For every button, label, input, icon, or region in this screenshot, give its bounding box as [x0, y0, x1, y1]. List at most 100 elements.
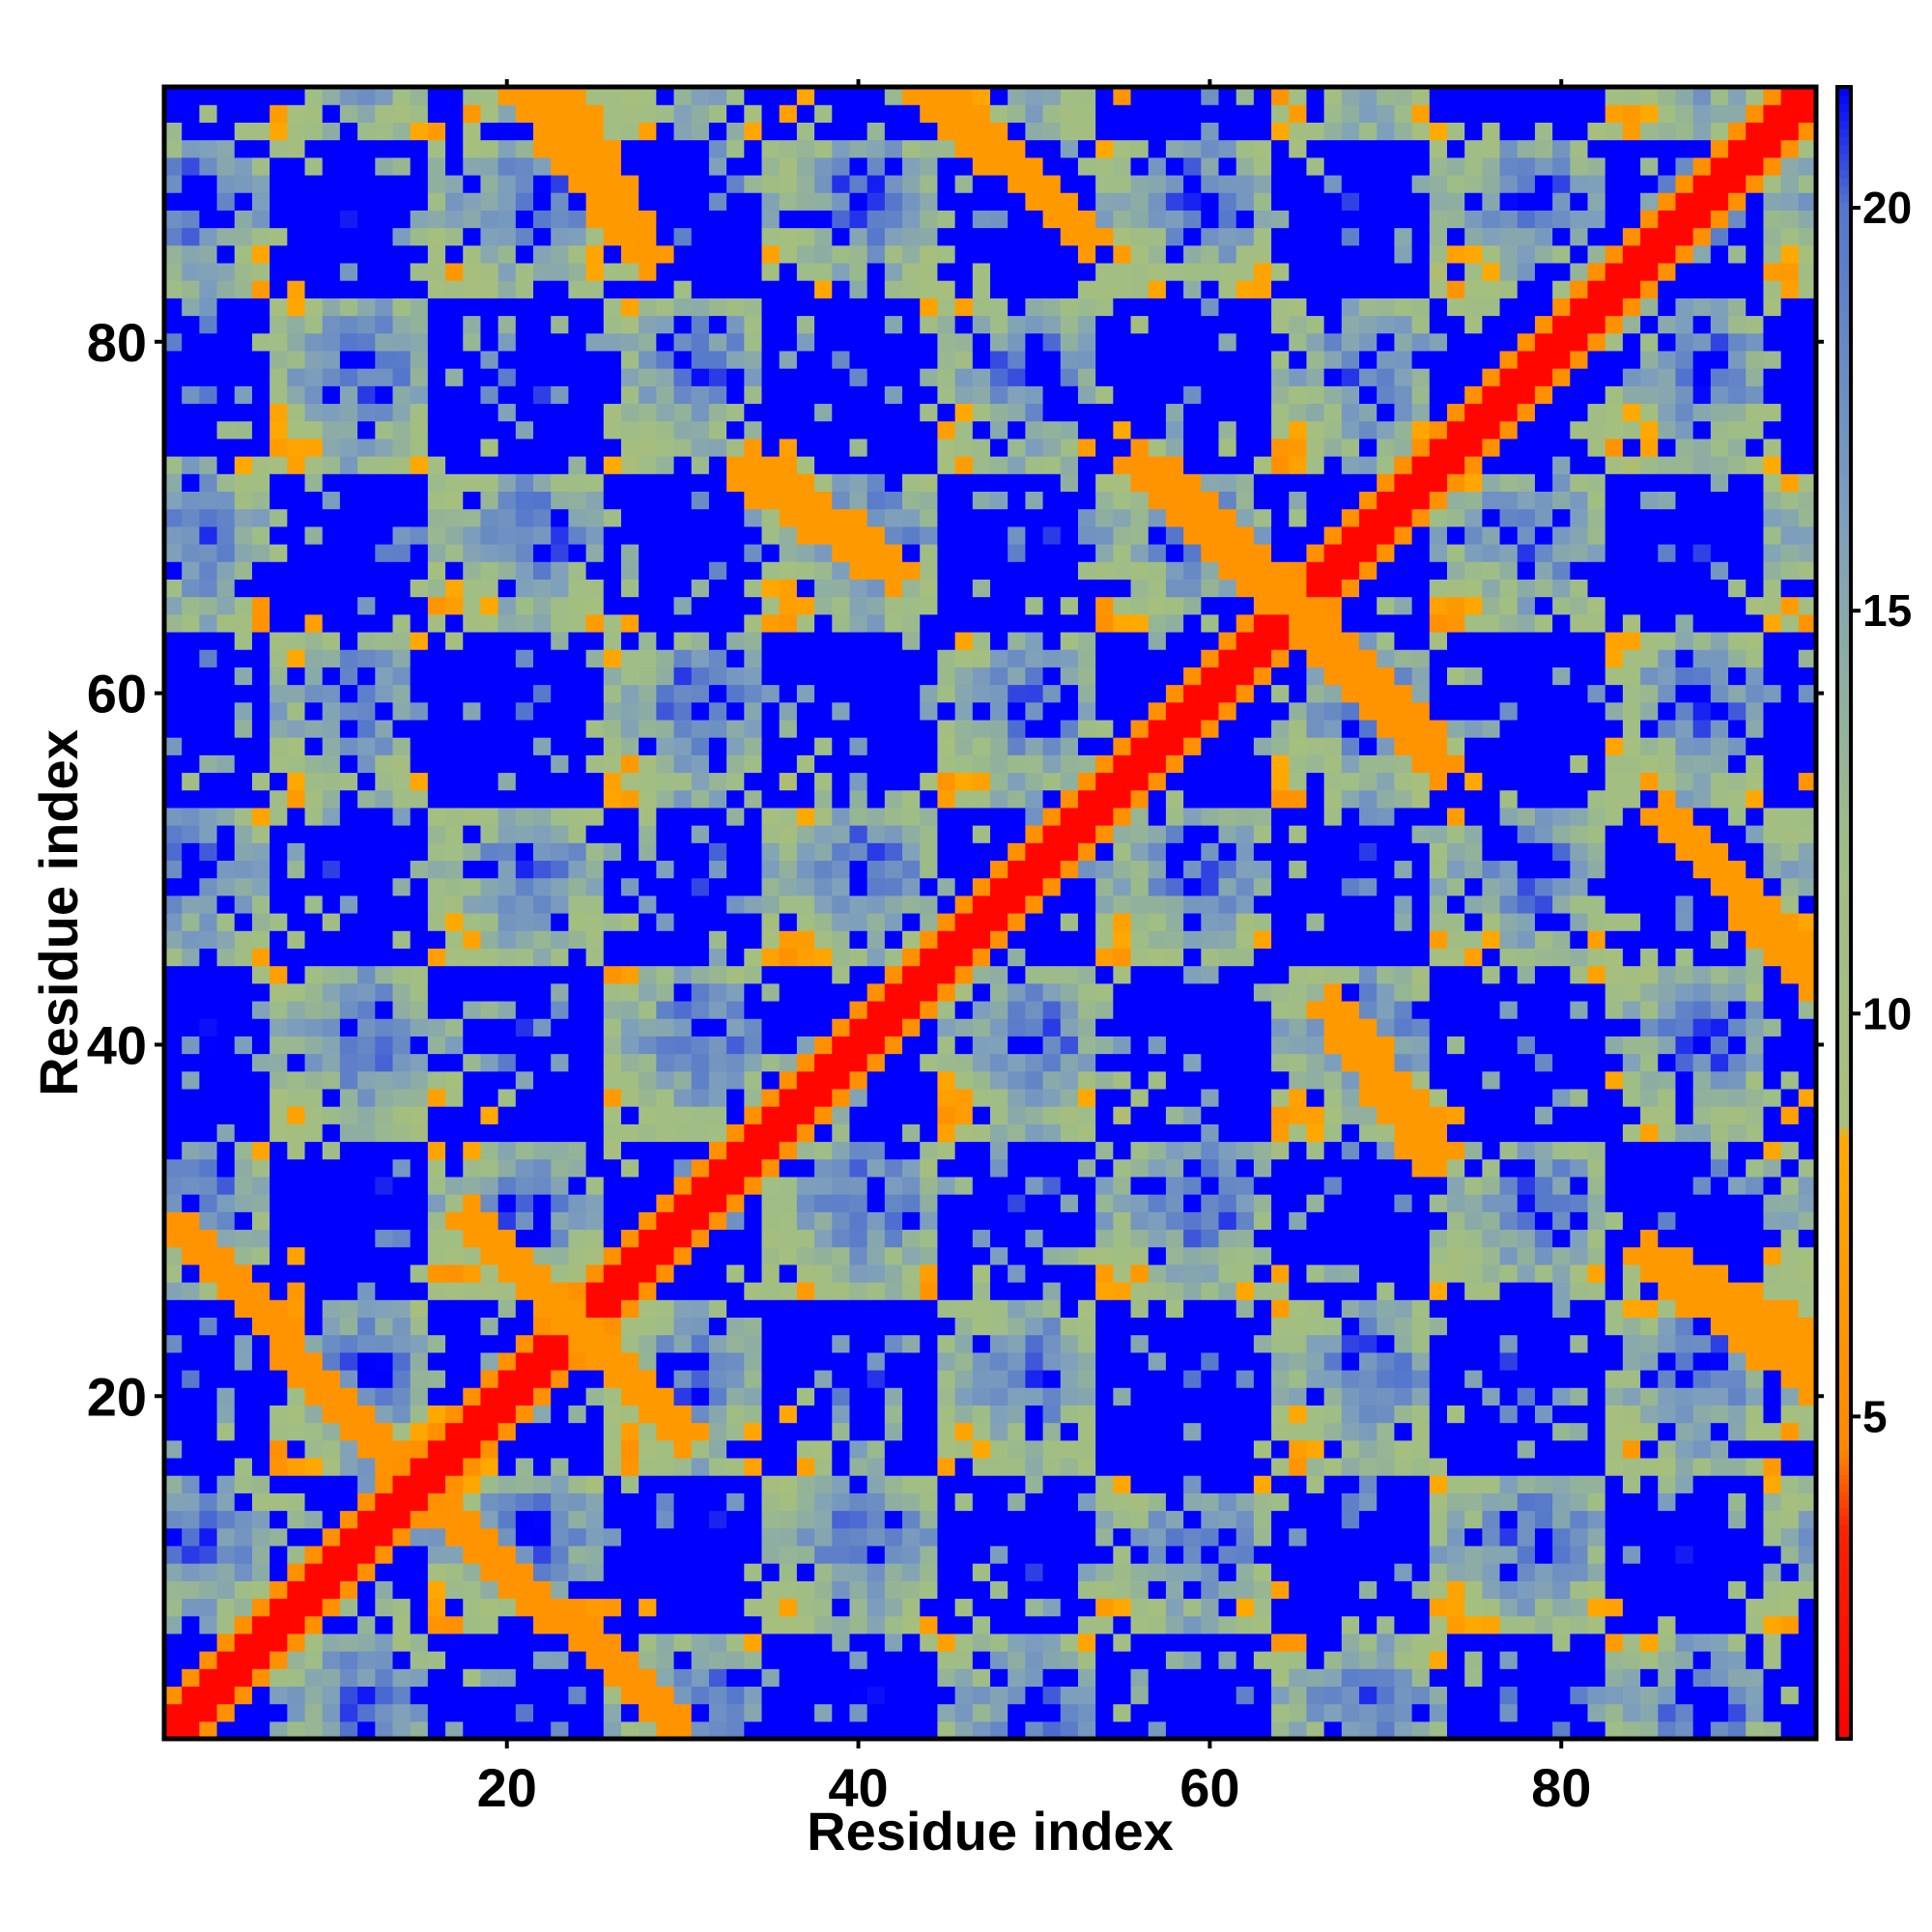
heatmap-cell	[533, 1123, 552, 1143]
heatmap-cell	[744, 1088, 763, 1107]
heatmap-cell	[410, 526, 429, 545]
heatmap-cell	[427, 262, 446, 281]
heatmap-cell	[533, 1510, 552, 1529]
heatmap-cell	[551, 965, 569, 984]
heatmap-cell	[726, 192, 745, 211]
heatmap-cell	[726, 174, 745, 193]
heatmap-cell	[392, 807, 412, 826]
heatmap-cell	[164, 1580, 183, 1600]
heatmap-cell	[287, 877, 306, 896]
heatmap-cell	[726, 895, 745, 914]
heatmap-cell	[884, 1176, 903, 1195]
heatmap-cell	[620, 210, 639, 229]
heatmap-cell	[884, 561, 903, 580]
heatmap-cell	[375, 1475, 394, 1493]
heatmap-cell	[339, 1686, 358, 1705]
heatmap-cell	[639, 1299, 657, 1318]
heatmap-cell	[1008, 1475, 1026, 1493]
heatmap-cell	[990, 1668, 1009, 1688]
heatmap-cell	[920, 982, 939, 1002]
heatmap-cell	[216, 1229, 236, 1248]
heatmap-cell	[1042, 613, 1062, 633]
heatmap-cell	[814, 737, 833, 755]
heatmap-cell	[515, 122, 534, 141]
heatmap-cell	[445, 1720, 464, 1740]
heatmap-cell	[445, 631, 464, 650]
heatmap-cell	[814, 1405, 833, 1424]
heatmap-cell	[234, 1088, 253, 1107]
heatmap-cell	[515, 1457, 534, 1476]
heatmap-cell	[1025, 298, 1044, 317]
heatmap-cell	[708, 1282, 727, 1300]
heatmap-cell	[1042, 104, 1062, 123]
heatmap-cell	[234, 631, 253, 650]
heatmap-cell	[814, 930, 833, 949]
heatmap-cell	[761, 754, 781, 774]
heatmap-cell	[585, 87, 605, 105]
heatmap-cell	[779, 737, 798, 755]
heatmap-cell	[304, 1703, 324, 1722]
heatmap-cell	[304, 825, 324, 843]
heatmap-cell	[1042, 1282, 1062, 1300]
heatmap-cell	[533, 737, 552, 755]
heatmap-cell	[568, 1036, 587, 1055]
heatmap-cell	[902, 982, 921, 1002]
heatmap-cell	[902, 860, 921, 879]
heatmap-cell	[357, 930, 376, 949]
heatmap-cell	[656, 1439, 675, 1459]
heatmap-cell	[251, 982, 270, 1002]
heatmap-cell	[463, 1387, 482, 1406]
heatmap-cell	[656, 420, 675, 440]
heatmap-cell	[234, 1580, 253, 1600]
heatmap-cell	[515, 1070, 534, 1090]
heatmap-cell	[708, 1651, 727, 1669]
heatmap-cell	[761, 262, 781, 281]
heatmap-cell	[1025, 1387, 1044, 1406]
heatmap-cell	[691, 1018, 710, 1037]
heatmap-cell	[779, 631, 798, 650]
heatmap-cell	[972, 772, 991, 791]
heatmap-cell	[357, 1422, 376, 1441]
heatmap-cell	[867, 772, 886, 791]
heatmap-cell	[603, 754, 622, 774]
heatmap-cell	[814, 561, 833, 580]
heatmap-cell	[164, 737, 183, 755]
heatmap-cell	[463, 1088, 482, 1107]
heatmap-cell	[1008, 1036, 1026, 1055]
heatmap-cell	[761, 930, 781, 949]
heatmap-cell	[849, 789, 868, 809]
heatmap-cell	[1077, 948, 1096, 967]
heatmap-cell	[603, 315, 622, 334]
heatmap-cell	[287, 192, 306, 211]
heatmap-cell	[761, 192, 781, 211]
heatmap-cell	[427, 87, 446, 105]
heatmap-cell	[902, 192, 921, 211]
heatmap-cell	[954, 174, 974, 193]
heatmap-cell	[920, 807, 939, 826]
heatmap-cell	[585, 456, 605, 474]
heatmap-cell	[832, 1070, 851, 1090]
heatmap-cell	[761, 860, 781, 879]
heatmap-cell	[673, 1282, 693, 1300]
heatmap-cell	[199, 754, 218, 774]
heatmap-cell	[603, 965, 622, 984]
heatmap-cell	[954, 438, 974, 457]
heatmap-cell	[849, 807, 868, 826]
heatmap-cell	[849, 227, 868, 246]
heatmap-cell	[814, 1123, 833, 1143]
heatmap-cell	[533, 543, 552, 562]
heatmap-cell	[1077, 1422, 1096, 1441]
heatmap-cell	[814, 719, 833, 738]
heatmap-cell	[902, 877, 921, 896]
heatmap-cell	[796, 1246, 815, 1265]
heatmap-cell	[304, 1194, 324, 1212]
heatmap-cell	[796, 701, 815, 721]
heatmap-cell	[182, 913, 200, 931]
heatmap-cell	[164, 1510, 183, 1529]
heatmap-cell	[603, 1720, 622, 1740]
heatmap-cell	[251, 526, 270, 545]
heatmap-cell	[199, 1633, 218, 1652]
heatmap-cell	[304, 1510, 324, 1529]
heatmap-cell	[990, 631, 1009, 650]
heatmap-cell	[1042, 1088, 1062, 1107]
